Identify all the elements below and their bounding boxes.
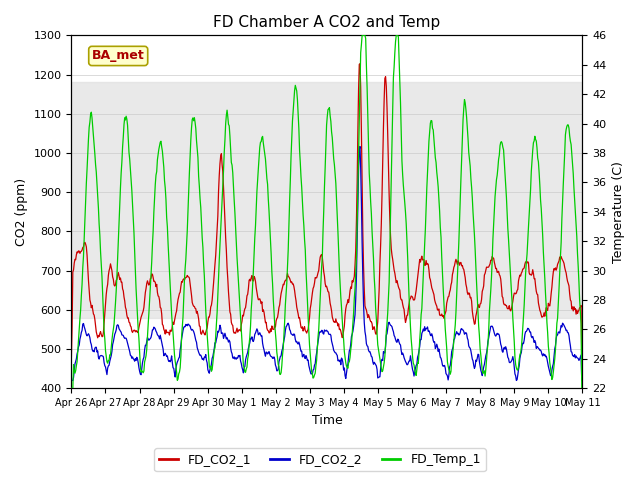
Title: FD Chamber A CO2 and Temp: FD Chamber A CO2 and Temp xyxy=(213,15,440,30)
Y-axis label: Temperature (C): Temperature (C) xyxy=(612,161,625,263)
Y-axis label: CO2 (ppm): CO2 (ppm) xyxy=(15,178,28,246)
Bar xyxy=(72,83,582,318)
Legend: FD_CO2_1, FD_CO2_2, FD_Temp_1: FD_CO2_1, FD_CO2_2, FD_Temp_1 xyxy=(154,448,486,471)
Text: BA_met: BA_met xyxy=(92,49,145,62)
X-axis label: Time: Time xyxy=(312,414,342,427)
